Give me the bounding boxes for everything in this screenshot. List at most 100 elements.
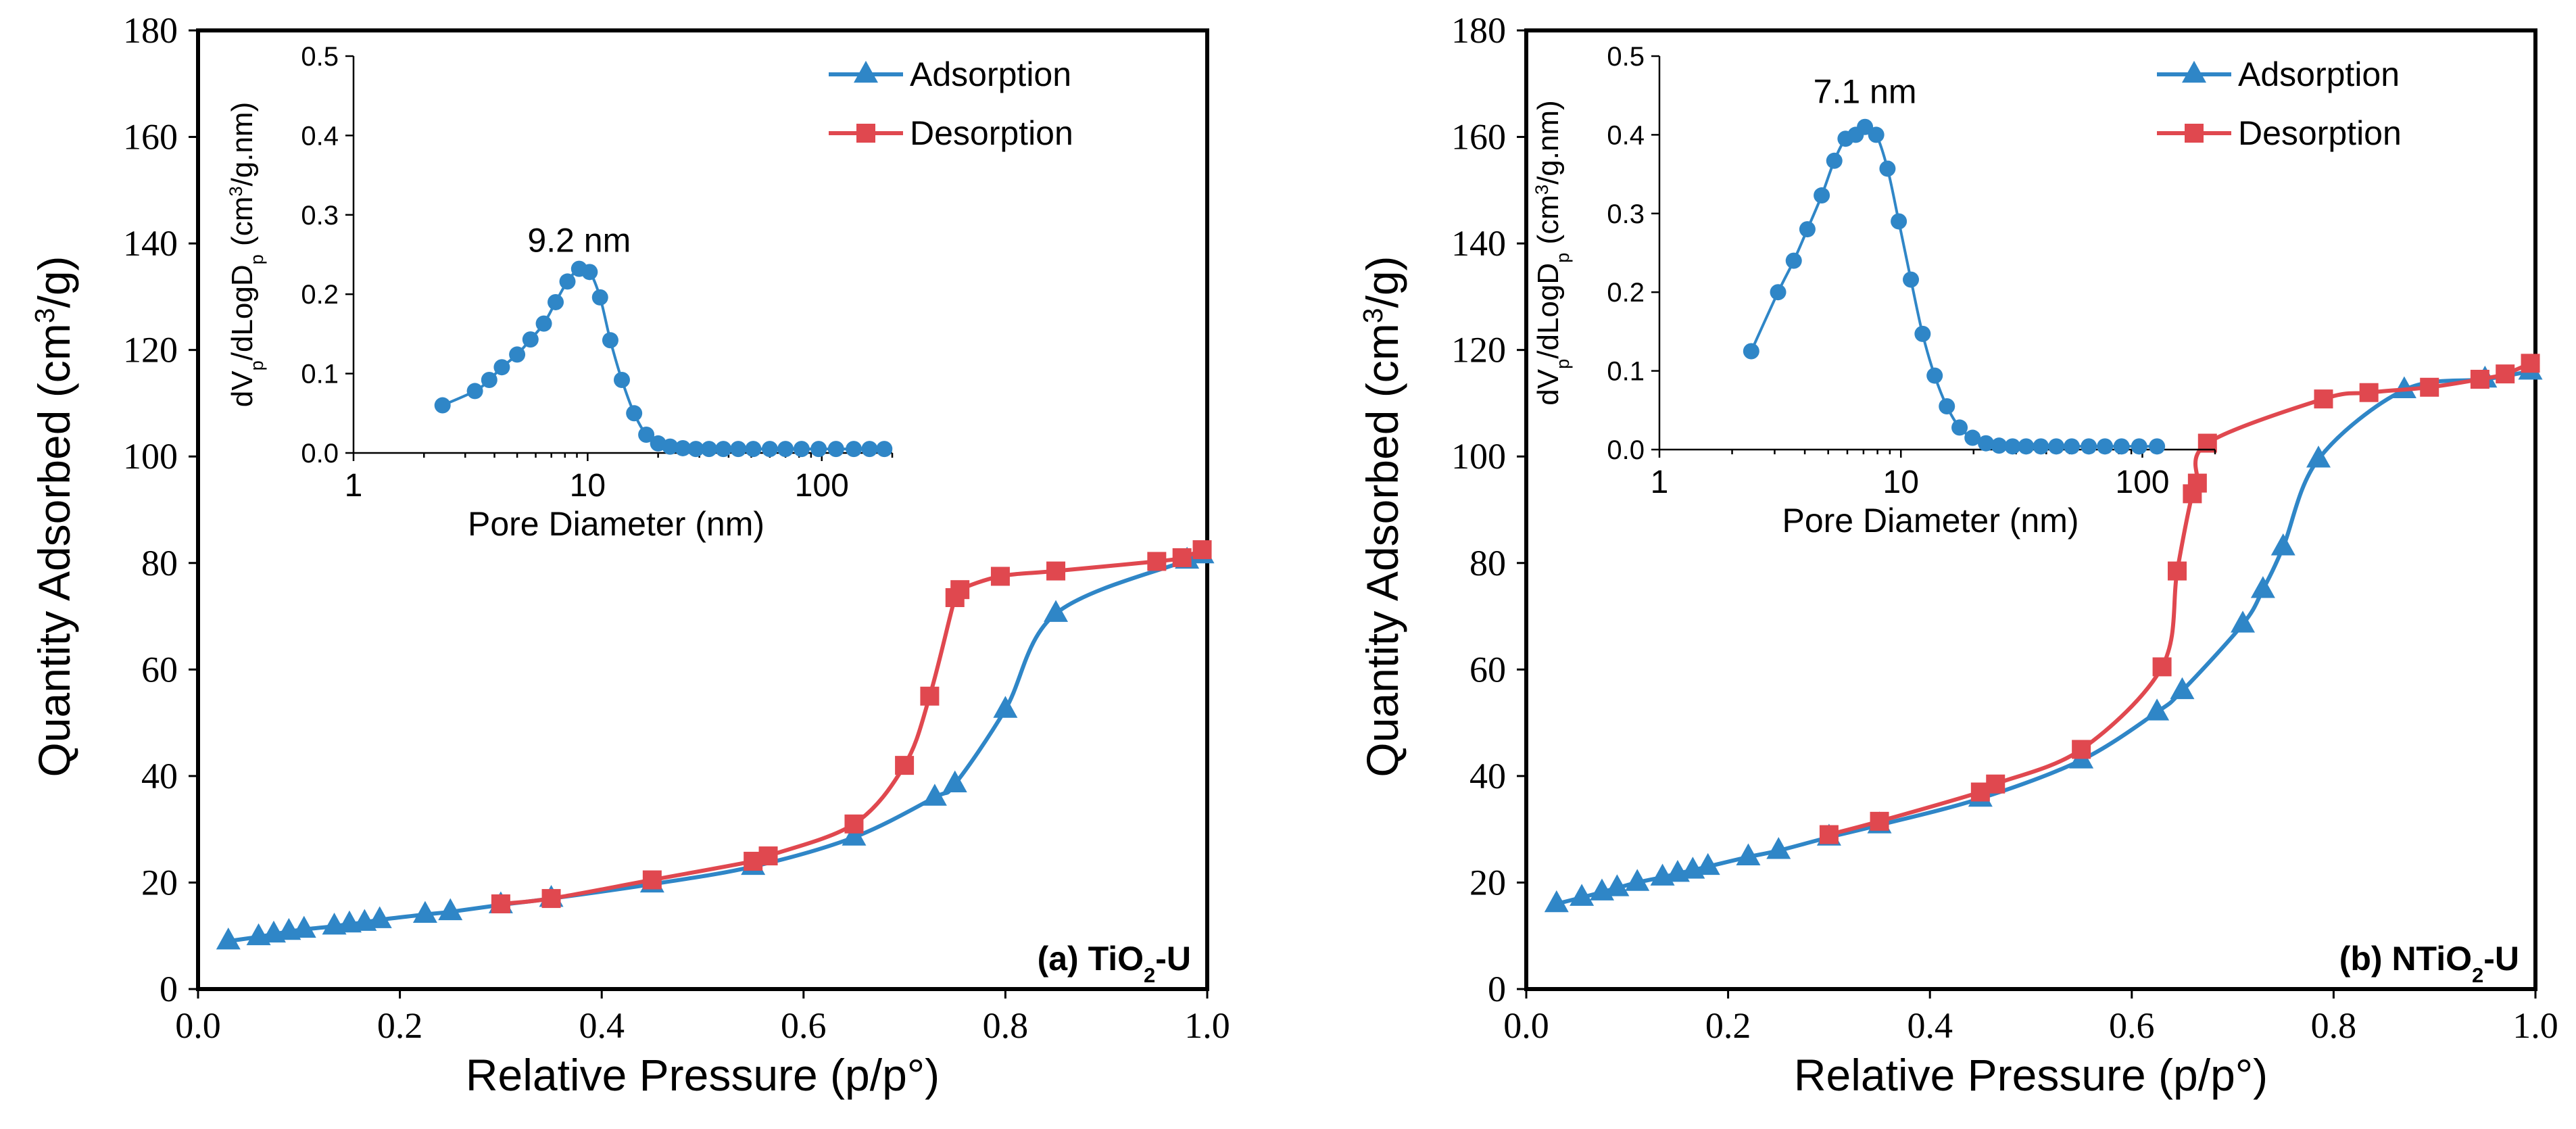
x-tick-label: 0.0 [1503,1005,1549,1046]
y-tick-label: 100 [1451,436,1506,477]
psd-point [509,346,526,363]
psd-point [793,441,810,458]
psd-point [687,441,704,458]
panel-label-part: (a) TiO [1038,940,1144,978]
x-tick-label: 0.4 [1907,1005,1953,1046]
y-axis-title: Quantity Adsorbed (cm3/g) [1357,256,1407,777]
x-axis-title: Relative Pressure (p/p°) [1794,1050,2268,1100]
psd-point [1939,398,1955,414]
inset-y-axis-title-part: dV [226,370,259,407]
inset-y-axis-title-part: (cm [226,197,259,255]
inset-y-axis-title-part: 3 [1531,185,1552,195]
inset-x-tick-label: 1 [345,468,363,504]
inset-y-axis-title: dVp/dLogDp (cm3/g.nm) [1531,100,1573,405]
y-tick-label: 160 [1451,117,1506,158]
desorption-point [1970,782,1990,802]
psd-point [810,441,827,458]
psd-point [2149,438,2166,455]
y-axis-title: Quantity Adsorbed (cm3/g) [29,256,79,777]
psd-point [591,289,608,306]
peak-annotation: 9.2 nm [527,222,631,260]
desorption-point [2470,369,2489,389]
desorption-point [2072,740,2091,759]
series-line-adsorption [1556,369,2531,906]
psd-point [700,441,717,458]
inset-y-tick-label: 0.0 [301,439,339,469]
inset-y-tick-label: 0.5 [1607,42,1645,72]
y-tick-label: 40 [141,756,178,796]
psd-point [1826,152,1843,169]
y-tick-label: 120 [1451,330,1506,370]
inset-y-tick-label: 0.5 [301,42,339,72]
y-tick-label: 160 [123,117,178,158]
psd-point [548,293,564,310]
inset-y-axis-title: dVp/dLogDp (cm3/g.nm) [225,102,267,407]
inset-plot: 0.0 0.1 0.2 0.3 0.4 0.5 1 10 100 Pore Diameter (n… [225,42,894,543]
x-tick-label: 0.2 [1705,1005,1751,1046]
psd-point [1991,437,2008,454]
adsorption-point [993,696,1018,718]
psd-point [1814,187,1830,204]
psd-point [2081,438,2097,455]
x-tick-label: 0.6 [2109,1005,2155,1046]
psd-point [846,441,862,458]
psd-point [1799,221,1816,238]
inset-y-tick-label: 0.4 [1607,120,1645,150]
desorption-point [1147,552,1167,571]
desorption-point [2183,484,2202,504]
panel-label-part: -U [2483,940,2519,978]
y-tick-label: 60 [141,649,178,690]
adsorption-point [922,784,947,806]
psd-point [1868,126,1885,143]
adsorption-point [2170,677,2195,700]
psd-point [861,441,878,458]
plot-frame [1524,28,2537,991]
inset-x-tick-label: 100 [2115,464,2169,500]
psd-point [715,441,732,458]
desorption-point [920,686,940,706]
legend-marker-adsorption [2182,60,2206,83]
adsorption-point [2306,446,2331,468]
inset-y-axis-title-part: /dLogD [1532,263,1565,359]
desorption-point [2521,354,2540,373]
psd-point [1879,160,1896,177]
panel-label-part: -U [1155,940,1191,978]
x-tick-label: 0.6 [781,1005,827,1046]
desorption-point [2496,364,2515,384]
y-tick-label: 80 [141,543,178,583]
psd-point [1743,343,1759,360]
legend-marker-adsorption [854,60,878,83]
inset-y-axis-title-part: p [1552,359,1573,369]
desorption-point [642,870,662,890]
desorption-point [541,889,561,909]
psd-point [2113,438,2130,455]
legend-label-adsorption: Adsorption [2238,55,2400,93]
adsorption-point [2250,576,2275,598]
inset-y-tick-label: 0.1 [301,360,339,389]
inset-y-tick-label: 0.1 [1607,357,1645,387]
desorption-point [895,756,915,775]
adsorption-point [1625,869,1650,891]
psd-point [876,441,893,458]
inset-x-tick-label: 10 [1883,464,1919,500]
psd-point [1951,419,1968,436]
y-tick-label: 140 [123,223,178,264]
inset-y-tick-label: 0.0 [1607,435,1645,465]
x-tick-label: 1.0 [1184,1005,1230,1046]
psd-point [1770,284,1787,301]
desorption-point [844,814,864,834]
x-tick-label: 0.4 [579,1005,625,1046]
desorption-point [945,587,965,607]
psd-point [2131,438,2147,455]
psd-curve [1749,125,2158,448]
peak-annotation: 7.1 nm [1814,72,1917,110]
inset-y-axis-title-part: p [246,360,267,370]
adsorption-point [291,915,316,938]
inset-plot: 0.0 0.1 0.2 0.3 0.4 0.5 1 10 100 Pore Diameter (n… [1531,42,2216,539]
psd-point [1914,325,1931,342]
panel-a: 0 20 40 60 80 100 120 140 160 180 0.0 0.2 0.4 0.6 0.8 1… [29,10,1230,1100]
desorption-point [2359,383,2379,402]
psd-point [434,397,451,414]
series-line-desorption [500,548,1203,906]
psd-point [466,383,483,400]
